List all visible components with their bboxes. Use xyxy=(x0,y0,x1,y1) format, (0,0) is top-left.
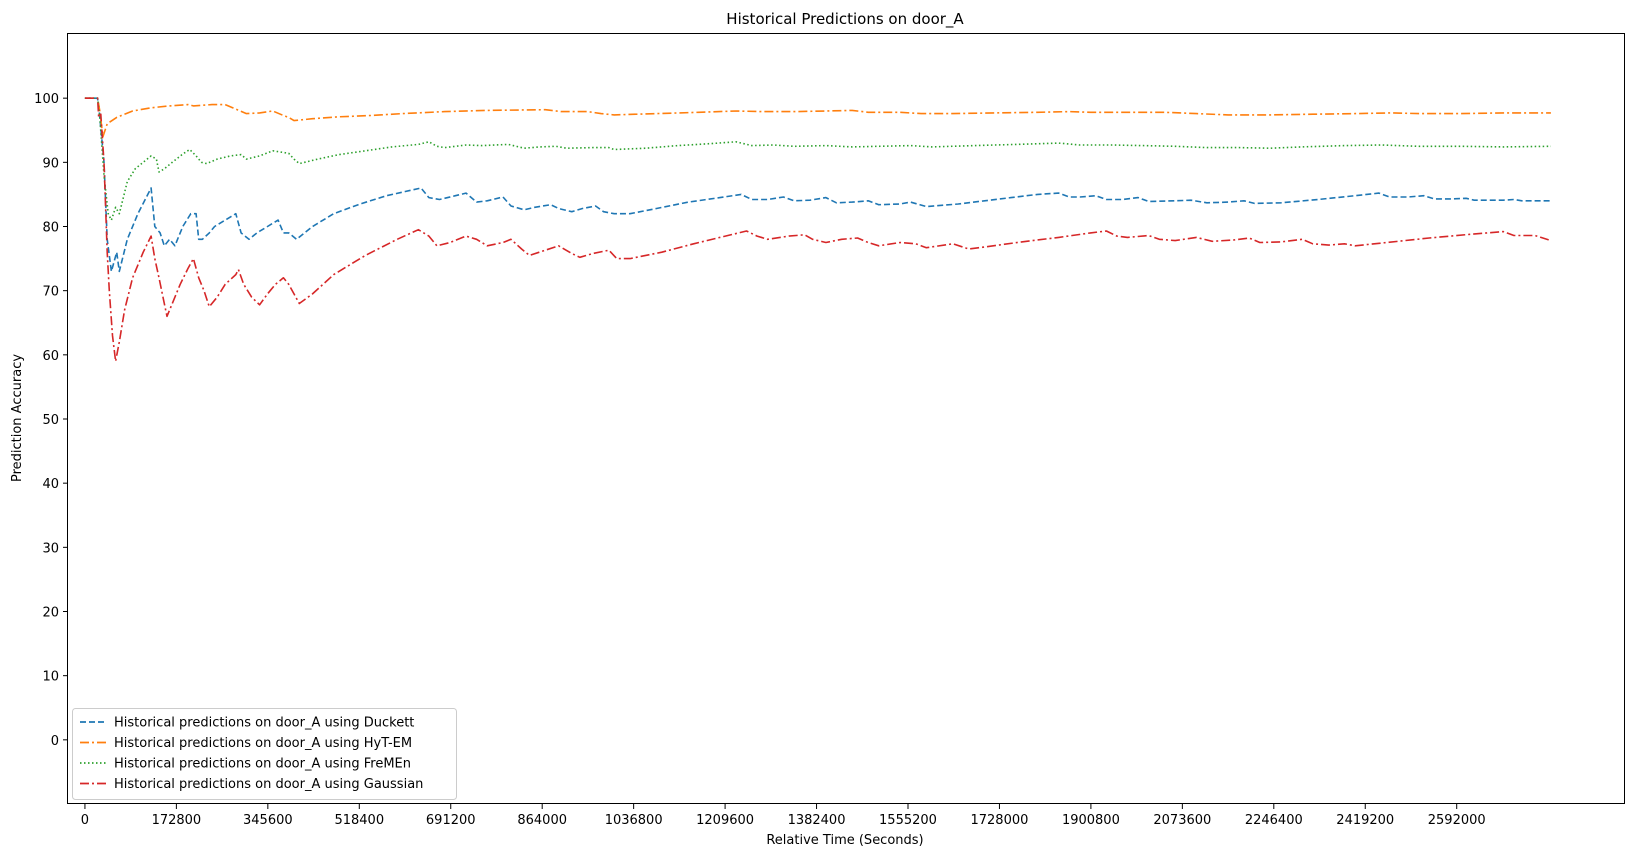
legend-box xyxy=(72,708,457,800)
legend-entry-label: Historical predictions on door_A using D… xyxy=(114,716,414,731)
x-tick-label: 2073600 xyxy=(1153,813,1211,828)
legend-entry-label: Historical predictions on door_A using G… xyxy=(114,777,423,792)
x-tick-label: 1555200 xyxy=(879,813,937,828)
y-tick-label: 50 xyxy=(42,413,59,428)
y-axis-label: Prediction Accuracy xyxy=(10,354,25,482)
legend-entry-label: Historical predictions on door_A using H… xyxy=(114,736,412,751)
x-tick-label: 0 xyxy=(81,813,89,828)
chart-title: Historical Predictions on door_A xyxy=(726,10,964,29)
y-tick-label: 100 xyxy=(34,92,59,107)
y-axis-ticks: 0 10 20 30 40 50 60 70 80 90 100 xyxy=(34,92,68,749)
x-tick-label: 172800 xyxy=(152,813,202,828)
plot-area-frame xyxy=(67,33,1625,804)
y-tick-label: 80 xyxy=(42,221,59,236)
series-line-1 xyxy=(84,97,1551,138)
series-lines xyxy=(84,97,1552,363)
x-tick-label: 2419200 xyxy=(1336,813,1394,828)
y-tick-label: 60 xyxy=(42,349,59,364)
series-line-2 xyxy=(84,97,1551,221)
series-line-3 xyxy=(84,97,1552,363)
y-tick-label: 40 xyxy=(42,477,59,492)
x-axis-label: Relative Time (Seconds) xyxy=(766,833,923,848)
y-tick-label: 90 xyxy=(42,156,59,171)
x-tick-label: 1900800 xyxy=(1062,813,1120,828)
x-tick-label: 1382400 xyxy=(788,813,846,828)
x-tick-label: 1728000 xyxy=(970,813,1028,828)
y-tick-label: 70 xyxy=(42,285,59,300)
x-tick-label: 345600 xyxy=(243,813,293,828)
y-tick-label: 10 xyxy=(42,670,59,685)
legend-entry-label: Historical predictions on door_A using F… xyxy=(114,757,411,772)
series-line-0 xyxy=(84,97,1551,273)
y-tick-label: 0 xyxy=(51,734,59,749)
y-tick-label: 20 xyxy=(42,606,59,621)
x-tick-label: 2592000 xyxy=(1428,813,1486,828)
x-tick-label: 691200 xyxy=(426,813,476,828)
x-tick-label: 2246400 xyxy=(1245,813,1303,828)
x-tick-label: 864000 xyxy=(517,813,567,828)
legend: Historical predictions on door_A using D… xyxy=(72,708,457,800)
x-axis-ticks: 0 172800 345600 518400 691200 864000 1036800 12… xyxy=(81,804,1486,828)
y-tick-label: 30 xyxy=(42,541,59,556)
x-tick-label: 518400 xyxy=(334,813,384,828)
x-tick-label: 1209600 xyxy=(696,813,754,828)
x-tick-label: 1036800 xyxy=(605,813,663,828)
